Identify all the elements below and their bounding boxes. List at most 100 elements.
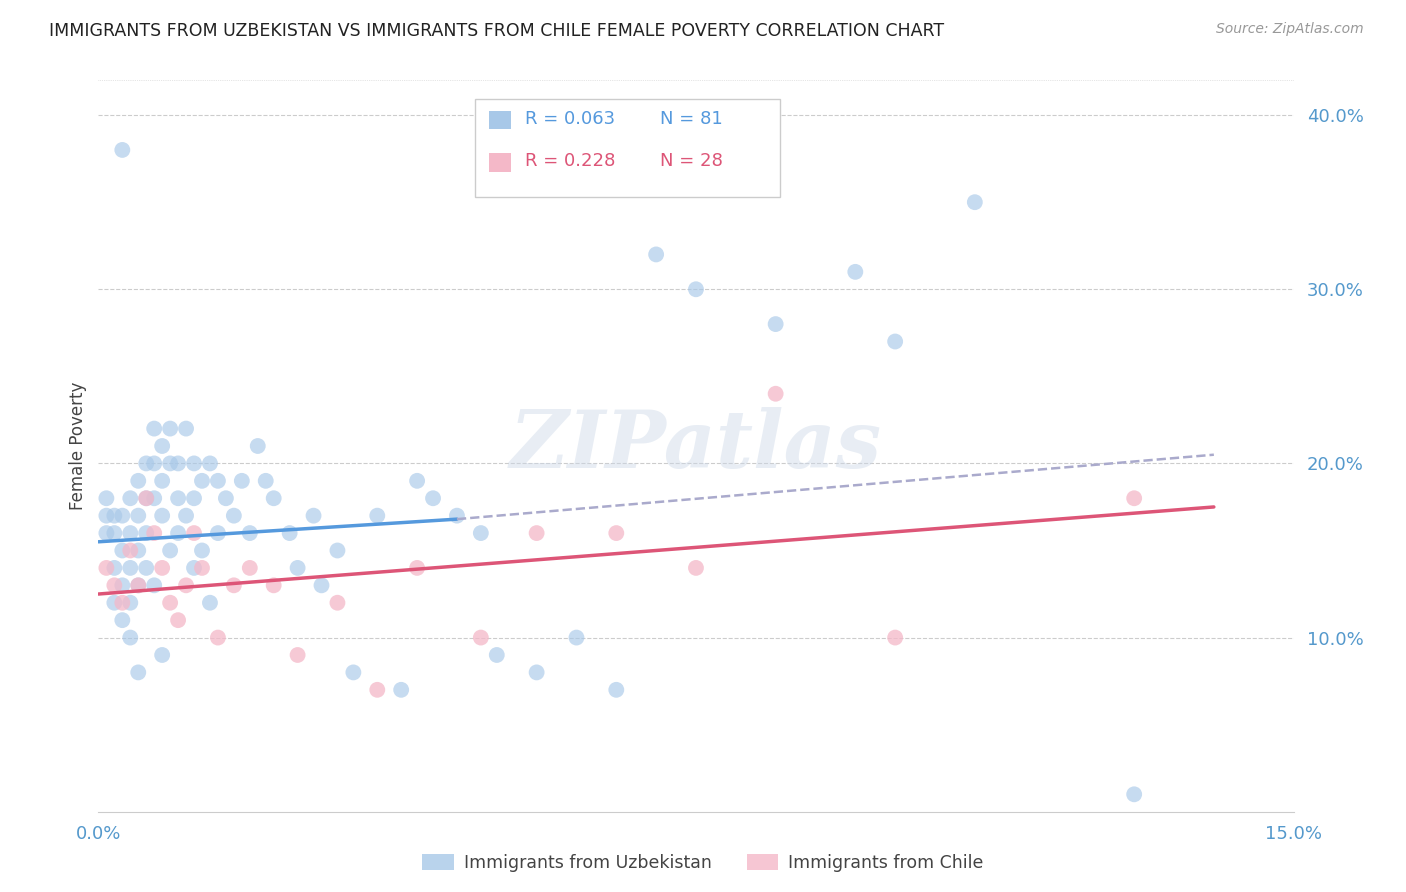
Point [127,543,149,558]
Point [143,491,166,506]
Point [127,665,149,680]
Text: ZIPatlas: ZIPatlas [510,408,882,484]
Point [103,596,125,610]
Point [470,526,492,541]
Point [884,334,907,349]
Point [103,508,125,523]
Point [120,526,142,541]
Point [111,143,134,157]
Point [135,491,157,506]
Point [246,439,269,453]
Point [111,508,134,523]
Point [1123,787,1146,801]
Point [963,195,986,210]
Point [526,526,548,541]
Point [127,578,149,592]
Point [198,457,221,471]
Text: N = 28: N = 28 [661,153,723,170]
Point [174,421,197,435]
Point [159,596,181,610]
Point [263,491,285,506]
Point [150,474,173,488]
Point [884,631,907,645]
Point [96,561,118,575]
Point [174,508,197,523]
Point [183,457,205,471]
Point [103,561,125,575]
Point [389,682,412,697]
Point [150,508,173,523]
Point [263,578,285,592]
Point [191,474,214,488]
Point [135,561,157,575]
Point [207,631,229,645]
Point [287,561,309,575]
Point [111,543,134,558]
Point [685,282,707,296]
Point [198,596,221,610]
Point [167,491,190,506]
Point [103,578,125,592]
Point [183,561,205,575]
Text: R = 0.228: R = 0.228 [524,153,616,170]
Point [120,491,142,506]
Point [167,457,190,471]
Point [191,561,214,575]
Point [143,457,166,471]
Point [765,317,787,331]
Point [422,491,444,506]
Point [1123,491,1146,506]
Point [96,508,118,523]
Point [111,613,134,627]
Point [645,247,668,261]
Text: Source: ZipAtlas.com: Source: ZipAtlas.com [1216,22,1364,37]
Point [150,561,173,575]
Text: R = 0.063: R = 0.063 [524,110,616,128]
Point [605,526,627,541]
Point [167,613,190,627]
Point [685,561,707,575]
Point [302,508,325,523]
Point [135,526,157,541]
Point [120,543,142,558]
Point [222,578,245,592]
FancyBboxPatch shape [475,99,780,197]
Point [150,648,173,662]
Point [96,491,118,506]
Point [844,265,866,279]
Point [326,543,349,558]
Point [167,526,190,541]
Point [96,526,118,541]
Point [135,457,157,471]
Point [183,491,205,506]
Point [127,508,149,523]
Point [765,386,787,401]
Y-axis label: Female Poverty: Female Poverty [69,382,87,510]
Point [605,682,627,697]
Point [120,631,142,645]
Point [366,508,388,523]
Point [103,526,125,541]
Point [143,526,166,541]
FancyBboxPatch shape [489,111,510,129]
Point [183,526,205,541]
Point [470,631,492,645]
Legend: Immigrants from Uzbekistan, Immigrants from Chile: Immigrants from Uzbekistan, Immigrants f… [415,847,991,879]
Point [159,457,181,471]
Point [127,474,149,488]
Point [159,421,181,435]
Point [207,526,229,541]
Point [406,474,429,488]
Point [565,631,588,645]
Point [406,561,429,575]
Point [143,421,166,435]
FancyBboxPatch shape [489,153,510,171]
Point [127,578,149,592]
Point [287,648,309,662]
Point [278,526,301,541]
Point [254,474,277,488]
Point [191,543,214,558]
Point [311,578,333,592]
Point [207,474,229,488]
Text: N = 81: N = 81 [661,110,723,128]
